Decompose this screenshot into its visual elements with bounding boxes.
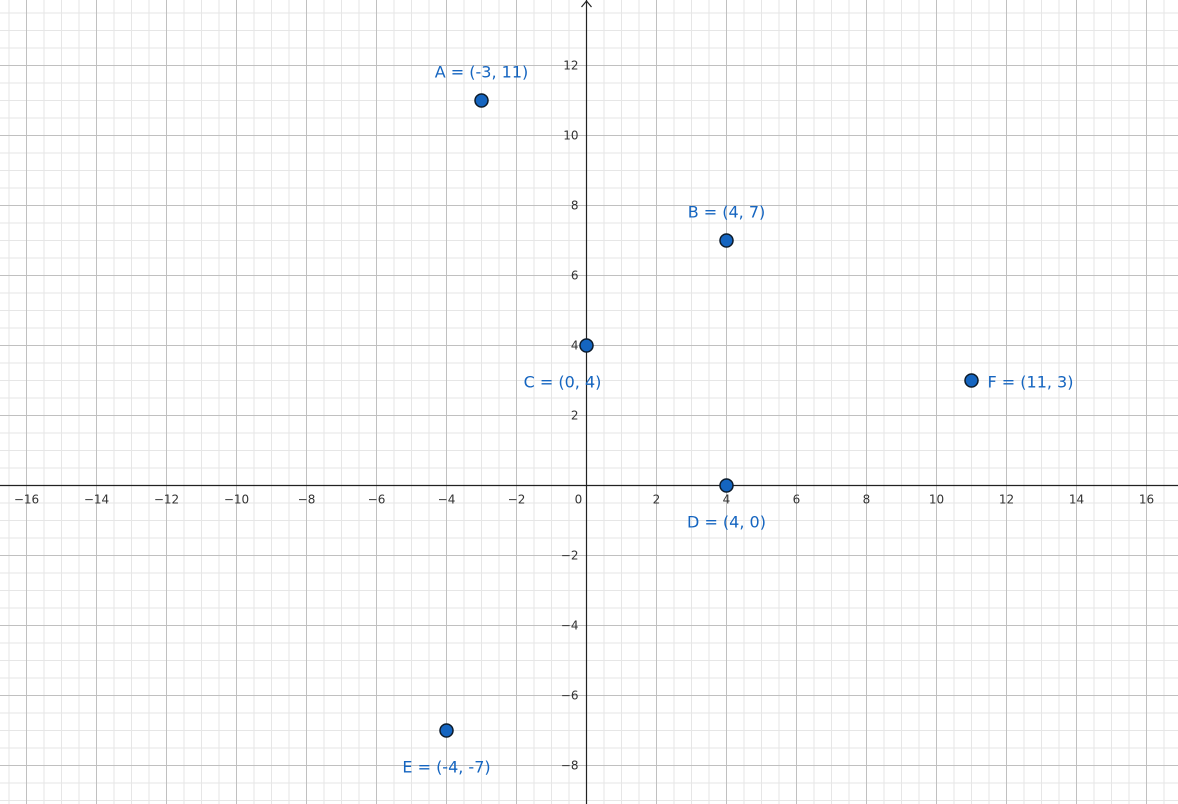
x-tick-label: 2 bbox=[653, 493, 661, 507]
x-tick-label: 12 bbox=[999, 493, 1014, 507]
y-tick-label: 12 bbox=[563, 59, 578, 73]
x-tick-label: −4 bbox=[438, 493, 456, 507]
x-tick-label: −6 bbox=[368, 493, 386, 507]
point-label-c: C = (0, 4) bbox=[524, 373, 602, 392]
y-tick-label: −8 bbox=[561, 759, 579, 773]
point-a bbox=[474, 93, 489, 108]
x-tick-label: −2 bbox=[508, 493, 526, 507]
x-tick-label: −14 bbox=[84, 493, 109, 507]
x-tick-label: 14 bbox=[1069, 493, 1084, 507]
point-c bbox=[579, 338, 594, 353]
y-tick-label: 2 bbox=[571, 409, 579, 423]
y-tick-label: 6 bbox=[571, 269, 579, 283]
x-tick-label: 16 bbox=[1139, 493, 1154, 507]
x-tick-label: 6 bbox=[793, 493, 801, 507]
point-label-a: A = (-3, 11) bbox=[435, 63, 529, 82]
x-tick-label: −16 bbox=[14, 493, 39, 507]
point-label-e: E = (-4, -7) bbox=[402, 758, 490, 777]
point-d bbox=[719, 478, 734, 493]
point-f bbox=[964, 373, 979, 388]
y-tick-label: 10 bbox=[563, 129, 578, 143]
y-tick-label: 8 bbox=[571, 199, 579, 213]
point-b bbox=[719, 233, 734, 248]
point-label-d: D = (4, 0) bbox=[687, 513, 766, 532]
y-tick-label: −4 bbox=[561, 619, 579, 633]
point-labels: A = (-3, 11) B = (4, 7) C = (0, 4) D = (4, … bbox=[402, 63, 1073, 777]
x-tick-label: 4 bbox=[723, 493, 731, 507]
x-tick-label: −8 bbox=[298, 493, 316, 507]
point-label-b: B = (4, 7) bbox=[688, 203, 766, 222]
x-tick-label: −12 bbox=[154, 493, 179, 507]
x-tick-label: 0 bbox=[575, 493, 583, 507]
points bbox=[439, 93, 979, 738]
point-label-f: F = (11, 3) bbox=[988, 373, 1074, 392]
point-e bbox=[439, 723, 454, 738]
y-tick-label: −2 bbox=[561, 549, 579, 563]
x-tick-label: 10 bbox=[929, 493, 944, 507]
y-axis-arrow bbox=[581, 0, 592, 8]
x-tick-label: 8 bbox=[863, 493, 871, 507]
y-tick-label: 4 bbox=[571, 339, 579, 353]
x-tick-label: −10 bbox=[224, 493, 249, 507]
y-tick-label: −6 bbox=[561, 689, 579, 703]
tick-labels: −16 −14 −12 −10 −8 −6 −4 −2 0 2 4 6 8 10 12 14 16 −8 −6 −4 −… bbox=[14, 59, 1154, 773]
